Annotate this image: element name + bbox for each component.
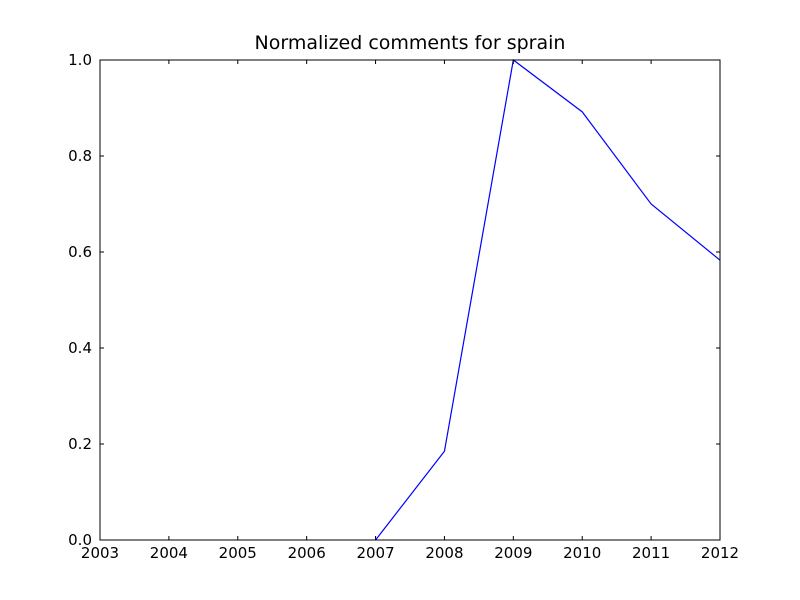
series-line [375,58,721,541]
series-layer [375,58,721,541]
chart-title: Normalized comments for sprain [255,32,566,54]
x-tick-label: 2010 [563,544,601,562]
y-tick-label: 0.4 [68,339,92,357]
x-tick-label: 2004 [150,544,188,562]
y-tick-label: 0.2 [68,435,92,453]
y-tick-label: 0.0 [68,531,92,549]
x-tick-label: 2011 [632,544,670,562]
y-tick-label: 0.8 [68,147,92,165]
x-tick-label: 2007 [356,544,394,562]
x-tick-label: 2009 [494,544,532,562]
y-tick-label: 0.6 [68,243,92,261]
x-tick-label: 2008 [425,544,463,562]
x-tick-label: 2006 [288,544,326,562]
ticks-layer: 2003 2004 2005 2006 2007 2008 2009 2010 2011 2012… [68,51,739,562]
x-tick-label: 2012 [701,544,739,562]
plot-frame [99,59,721,541]
y-tick-label: 1.0 [68,51,92,69]
x-tick-label: 2003 [81,544,119,562]
x-tick-label: 2005 [219,544,257,562]
